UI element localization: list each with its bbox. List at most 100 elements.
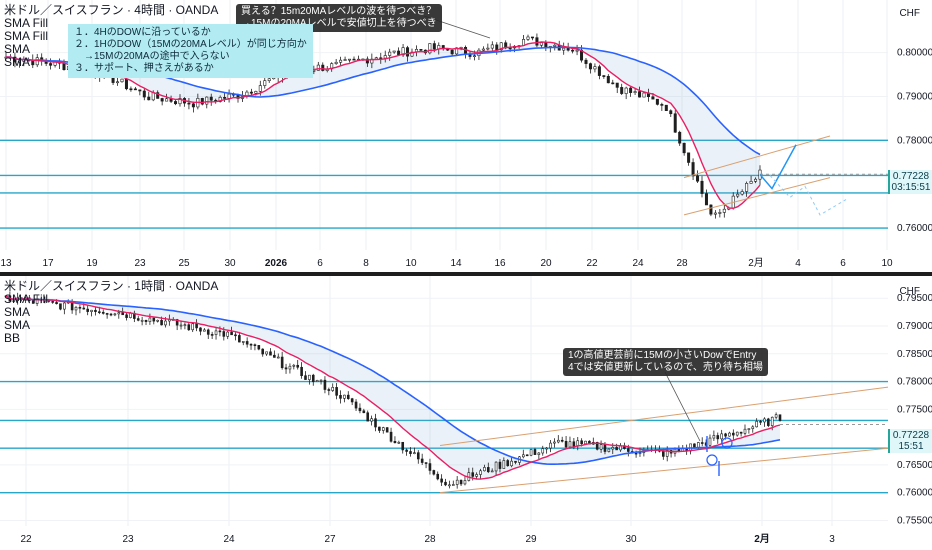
price-axis-label: 0.76500 bbox=[897, 460, 932, 471]
candle-body bbox=[253, 344, 257, 346]
checklist-item-2-sub: →15Mの20MAの途中で入らない bbox=[74, 51, 230, 62]
date-axis-label: 6 bbox=[317, 258, 323, 269]
candle-body bbox=[136, 318, 140, 321]
legend-sma-fill-1[interactable]: SMA Fill bbox=[4, 16, 49, 30]
candle-body bbox=[334, 61, 338, 64]
candle-body bbox=[210, 334, 214, 336]
candle-body bbox=[383, 55, 387, 59]
candle-body bbox=[595, 442, 599, 450]
candle-body bbox=[389, 431, 393, 442]
candle-body bbox=[292, 364, 296, 367]
candle-body bbox=[481, 48, 485, 51]
candle-body bbox=[530, 36, 534, 39]
candle-body bbox=[566, 47, 570, 51]
candle-body bbox=[606, 75, 610, 84]
legend-1h-sma-1[interactable]: SMA bbox=[4, 305, 31, 319]
date-axis-label: 30 bbox=[224, 258, 236, 269]
candle-body bbox=[778, 414, 782, 421]
date-axis-label: 10 bbox=[405, 258, 417, 269]
chart-4h-pane[interactable]: 0.80000 0.79000 0.78000 0.76000 13 17 19 23 25 30… bbox=[0, 0, 932, 272]
candle-body bbox=[767, 418, 770, 426]
candle-body bbox=[486, 47, 490, 50]
candle-body bbox=[471, 472, 475, 477]
candle-body bbox=[156, 92, 160, 99]
price-axis-label: 0.78500 bbox=[897, 349, 932, 360]
candle-body bbox=[98, 311, 101, 313]
candle-body bbox=[499, 42, 503, 51]
legend-sma-2[interactable]: SMA bbox=[4, 55, 31, 69]
date-axis-label: 14 bbox=[450, 258, 462, 269]
annotation-dark-1h-line-1: 1の高値更芸前に15Mの小さいDowでEntry bbox=[568, 350, 757, 361]
legend-1h-sma-2[interactable]: SMA bbox=[4, 318, 31, 332]
candle-body bbox=[227, 93, 231, 99]
candle-body bbox=[348, 58, 352, 61]
legend-sma-fill-2[interactable]: SMA Fill bbox=[4, 29, 49, 43]
candle-body bbox=[241, 341, 245, 343]
annotation-dark-1h[interactable]: 1の高値更芸前に15Mの小さいDowでEntry 4では安値更新しているので、売… bbox=[563, 348, 768, 376]
legend-1h-bb[interactable]: BB bbox=[4, 331, 21, 345]
candle-body bbox=[662, 450, 665, 457]
legend-1h-sma-fill[interactable]: SMA Fill bbox=[4, 292, 49, 306]
date-axis-label: 17 bbox=[42, 258, 54, 269]
countdown-4h: 03:15:51 bbox=[891, 182, 931, 193]
candle-body bbox=[722, 208, 726, 213]
candle-body bbox=[535, 37, 539, 46]
candle-body bbox=[245, 341, 249, 345]
candle-body bbox=[388, 51, 392, 56]
pane-divider[interactable] bbox=[0, 272, 932, 276]
candle-body bbox=[55, 302, 58, 305]
date-axis-label: 2月 bbox=[754, 533, 770, 545]
candle-body bbox=[732, 432, 735, 436]
candle-body bbox=[562, 47, 566, 51]
legend-sma-1[interactable]: SMA bbox=[4, 42, 31, 56]
candle-body bbox=[479, 470, 482, 475]
candle-body bbox=[249, 91, 253, 94]
candle-body bbox=[101, 311, 105, 314]
candle-body bbox=[209, 96, 213, 101]
date-axis-label: 20 bbox=[540, 258, 552, 269]
candle-body bbox=[634, 452, 638, 455]
candle-body bbox=[238, 335, 241, 343]
candle-body bbox=[755, 421, 758, 428]
candle-body bbox=[125, 314, 128, 318]
candle-body bbox=[397, 50, 401, 56]
annotation-checklist[interactable]: １．4HのDOWに沿っているか ２．1HのDOW（15Mの20MAレベル）が同じ… bbox=[68, 24, 313, 78]
candle-body bbox=[339, 59, 343, 63]
date-axis-label: 4 bbox=[795, 258, 801, 269]
price-axis-label: 0.78000 bbox=[897, 377, 932, 388]
candle-body bbox=[510, 460, 513, 467]
current-price-1h: 0.77228 bbox=[892, 430, 930, 441]
candle-body bbox=[311, 374, 315, 383]
candle-body bbox=[133, 88, 137, 91]
candle-body bbox=[86, 308, 89, 312]
candle-body bbox=[370, 418, 373, 422]
candle-body bbox=[218, 97, 222, 102]
candle-body bbox=[553, 44, 557, 47]
candle-body bbox=[49, 63, 53, 66]
candle-body bbox=[629, 87, 633, 93]
candle-body bbox=[603, 444, 607, 452]
candle-body bbox=[642, 92, 646, 98]
date-axis-label: 27 bbox=[324, 534, 336, 545]
candle-body bbox=[12, 300, 16, 302]
price-axis-label: 0.75500 bbox=[897, 515, 932, 526]
candle-body bbox=[486, 467, 490, 473]
candle-body bbox=[700, 180, 704, 194]
candle-body bbox=[638, 91, 642, 98]
candle-body bbox=[267, 78, 271, 82]
candle-body bbox=[740, 191, 744, 195]
candle-body bbox=[223, 97, 227, 99]
candle-body bbox=[494, 461, 498, 472]
chart-1h-pane[interactable]: 0.79500 0.79000 0.78500 0.78000 0.77500 0.765… bbox=[0, 276, 932, 550]
candle-body bbox=[230, 331, 233, 336]
chart-1h-canvas[interactable]: 0.79500 0.79000 0.78500 0.78000 0.77500 0.765… bbox=[0, 276, 932, 550]
candle-body bbox=[678, 131, 682, 144]
date-axis-label: 8 bbox=[363, 258, 369, 269]
candle-body bbox=[545, 447, 548, 450]
candle-body bbox=[572, 441, 576, 447]
price-axis-label: 0.77500 bbox=[897, 404, 932, 415]
date-axis-label: 28 bbox=[676, 258, 688, 269]
candle-body bbox=[199, 327, 202, 332]
candle-body bbox=[615, 447, 618, 451]
date-axis-label: 23 bbox=[134, 258, 146, 269]
